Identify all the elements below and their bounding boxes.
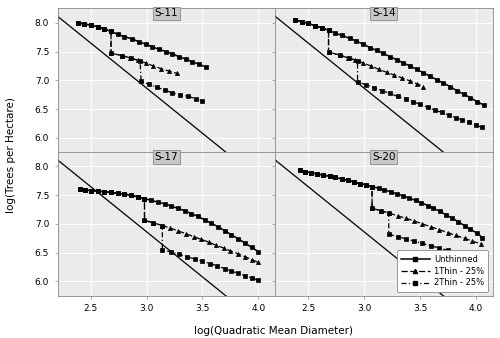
Legend: Unthinned, 1Thin - 25%, 2Thin - 25%: Unthinned, 1Thin - 25%, 2Thin - 25% (396, 250, 488, 292)
Text: S-14: S-14 (372, 8, 396, 19)
Text: S-20: S-20 (372, 152, 396, 162)
Text: S-11: S-11 (154, 8, 178, 19)
Text: S-17: S-17 (154, 152, 178, 162)
Text: log(Quadratic Mean Diameter): log(Quadratic Mean Diameter) (194, 326, 354, 336)
Text: log(Trees per Hectare): log(Trees per Hectare) (6, 98, 16, 213)
